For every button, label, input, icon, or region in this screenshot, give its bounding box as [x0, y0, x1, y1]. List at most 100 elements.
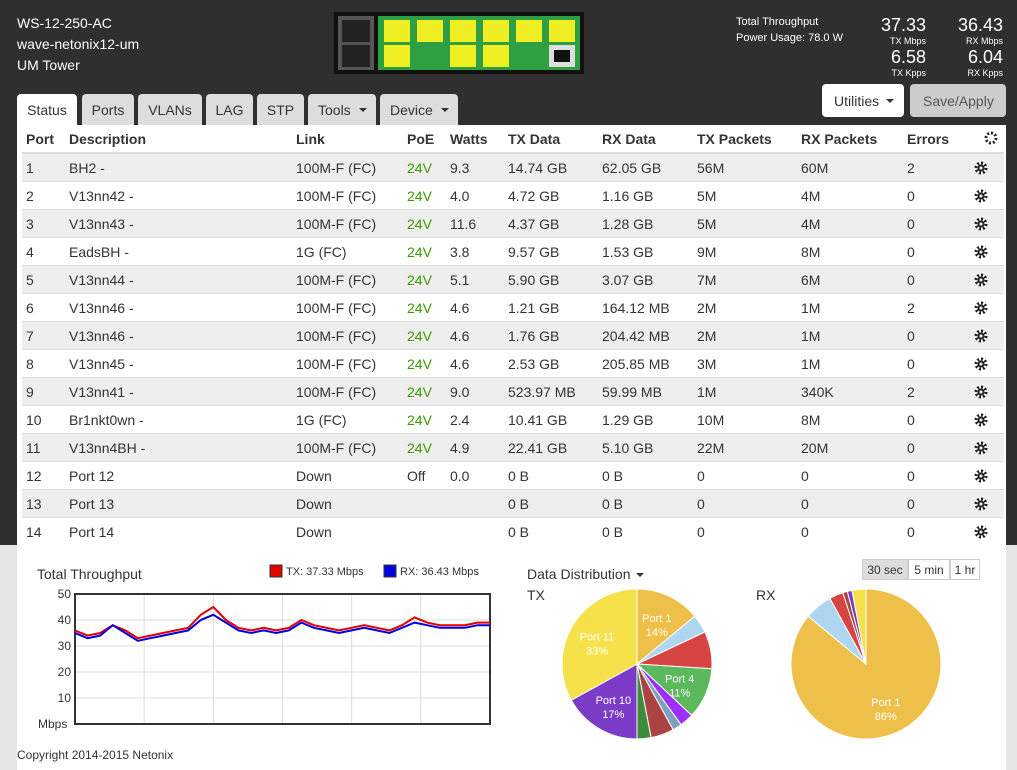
table-cell: 10.41 GB — [508, 412, 568, 428]
gear-part[interactable] — [974, 189, 988, 203]
button[interactable]: Utilities — [822, 84, 904, 117]
table-cell: 9M — [697, 244, 717, 260]
settings-gear[interactable] — [974, 301, 988, 315]
settings-gear[interactable] — [974, 329, 988, 343]
tab[interactable]: STP — [257, 94, 304, 125]
caret[interactable] — [359, 108, 367, 112]
table-cell: 3 — [26, 216, 34, 232]
tab[interactable]: VLANs — [138, 94, 202, 125]
gear-part[interactable] — [974, 497, 988, 511]
tab[interactable]: Ports — [82, 94, 134, 125]
settings-gear[interactable] — [974, 413, 988, 427]
gear-part[interactable] — [974, 301, 988, 315]
table-cell: 4.37 GB — [508, 216, 560, 232]
table-cell: V13nn45 - — [69, 356, 134, 372]
settings-gear[interactable] — [974, 245, 988, 259]
chart-title: Total Throughput — [37, 566, 142, 582]
gear-part[interactable] — [979, 362, 983, 366]
period-button[interactable]: 1 hr — [950, 559, 980, 580]
gear-part[interactable] — [979, 166, 983, 170]
pie-slice — [636, 588, 696, 666]
table-cell: 4.6 — [450, 328, 470, 344]
column-header: TX Packets — [697, 131, 772, 147]
period-label[interactable]: 30 sec — [867, 563, 903, 577]
table-cell: 24V — [407, 300, 432, 316]
table-cell: 100M-F (FC) — [296, 216, 377, 232]
settings-gear[interactable] — [974, 161, 988, 175]
settings-gear[interactable] — [974, 273, 988, 287]
metric-label: RX Mbps — [965, 36, 1003, 46]
button-label[interactable]: Utilities — [834, 93, 880, 109]
tab-label[interactable]: STP — [266, 102, 295, 118]
gear-part[interactable] — [974, 413, 988, 427]
table-cell: 0 — [801, 496, 809, 512]
gear-part[interactable] — [974, 329, 988, 343]
gear-part[interactable] — [979, 278, 983, 282]
settings-gear[interactable] — [974, 385, 988, 399]
gear-part[interactable] — [974, 357, 988, 371]
pie-title: RX — [756, 587, 776, 603]
gear-part[interactable] — [974, 273, 988, 287]
gear-part[interactable] — [974, 525, 988, 539]
tab[interactable]: Tools — [308, 94, 376, 125]
tab[interactable]: Device — [380, 94, 458, 125]
slice-label: Port 4 — [665, 673, 694, 685]
gear-part[interactable] — [979, 334, 983, 338]
distribution-title[interactable]: Data Distribution — [527, 566, 631, 582]
gear-part[interactable] — [979, 250, 983, 254]
settings-gear[interactable] — [974, 497, 988, 511]
column-header: RX Packets — [801, 131, 878, 147]
tab-label[interactable]: VLANs — [148, 102, 192, 118]
settings-gear[interactable] — [974, 441, 988, 455]
column-header: RX Data — [602, 131, 656, 147]
gear-part[interactable] — [989, 136, 993, 140]
settings-gear[interactable] — [974, 525, 988, 539]
gear-part[interactable] — [979, 194, 983, 198]
period-label[interactable]: 1 hr — [954, 563, 976, 577]
gear-part[interactable] — [979, 530, 983, 534]
gear-part[interactable] — [974, 385, 988, 399]
gear-part[interactable] — [974, 441, 988, 455]
table-cell: 0 — [801, 468, 809, 484]
caret[interactable] — [441, 108, 449, 112]
tab[interactable]: Status — [17, 94, 77, 125]
tab-label[interactable]: LAG — [215, 102, 244, 118]
period-button[interactable]: 5 min — [908, 559, 950, 580]
settings-gear[interactable] — [984, 131, 998, 145]
table-cell: 0 — [907, 412, 915, 428]
caret[interactable] — [886, 99, 894, 103]
caret[interactable] — [636, 573, 644, 577]
gear-part[interactable] — [974, 161, 988, 175]
gear-part[interactable] — [979, 390, 983, 394]
gear-part[interactable] — [979, 222, 983, 226]
table-cell: Off — [407, 468, 426, 484]
gear-part[interactable] — [979, 502, 983, 506]
button[interactable]: Save/Apply — [910, 84, 1006, 117]
settings-gear[interactable] — [974, 217, 988, 231]
gear-part[interactable] — [979, 446, 983, 450]
table-cell: 8M — [801, 412, 821, 428]
table-cell: V13nn44 - — [69, 272, 134, 288]
tab-label[interactable]: Tools — [318, 102, 351, 118]
slice-value-label: 86% — [875, 711, 897, 723]
period-button[interactable]: 30 sec — [862, 559, 908, 580]
period-label[interactable]: 5 min — [914, 563, 944, 577]
tab[interactable]: LAG — [206, 94, 253, 125]
gear-part[interactable] — [974, 469, 988, 483]
settings-gear[interactable] — [974, 357, 988, 371]
tab-label[interactable]: Device — [390, 102, 433, 118]
table-cell: 2.53 GB — [508, 356, 560, 372]
table-cell: V13nn43 - — [69, 216, 134, 232]
gear-part[interactable] — [974, 245, 988, 259]
gear-part[interactable] — [979, 474, 983, 478]
settings-gear[interactable] — [974, 189, 988, 203]
gear-part[interactable] — [979, 306, 983, 310]
gear-part[interactable] — [984, 131, 998, 145]
button-label[interactable]: Save/Apply — [923, 93, 994, 109]
gear-part[interactable] — [979, 418, 983, 422]
gear-part[interactable] — [974, 217, 988, 231]
table-cell: 20M — [801, 440, 829, 456]
tab-label[interactable]: Ports — [91, 102, 125, 118]
settings-gear[interactable] — [974, 469, 988, 483]
tab-label[interactable]: Status — [27, 102, 67, 118]
